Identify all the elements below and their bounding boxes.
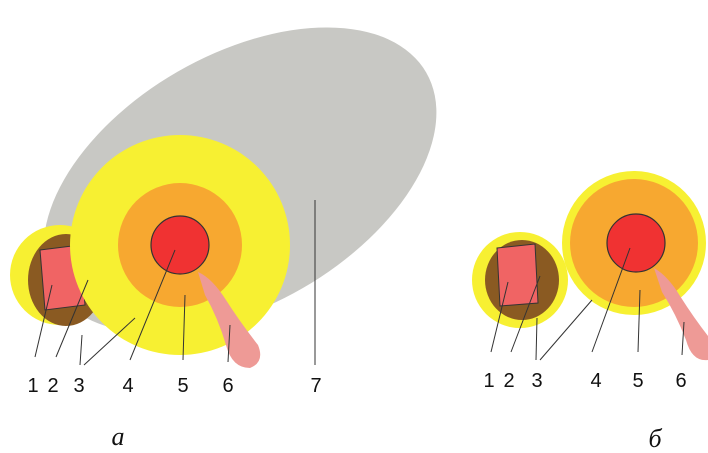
caption: а [112, 422, 125, 451]
label: 6 [222, 375, 233, 397]
label: 5 [177, 375, 188, 397]
label: 2 [503, 370, 514, 392]
label: 6 [675, 370, 686, 392]
label: 3 [531, 370, 542, 392]
red-circle [150, 215, 210, 275]
leader-lines [34, 200, 316, 366]
label: 4 [590, 370, 601, 392]
label: 4 [122, 375, 133, 397]
leader-lines [490, 247, 685, 361]
caption: б [648, 424, 662, 453]
label: 2 [47, 375, 58, 397]
label: 1 [27, 375, 38, 397]
panel-a: 1 2 3 4 5 6 7 а [10, 27, 437, 451]
label: 3 [73, 375, 84, 397]
label: 7 [310, 375, 321, 397]
red-circle [606, 213, 666, 273]
pink-tongue [654, 268, 708, 361]
pink-tongue [198, 272, 261, 368]
label: 1 [483, 370, 494, 392]
red-rectangle [496, 243, 539, 307]
panel-b: 1 2 3 4 5 6 б [472, 171, 708, 453]
label: 5 [632, 370, 643, 392]
